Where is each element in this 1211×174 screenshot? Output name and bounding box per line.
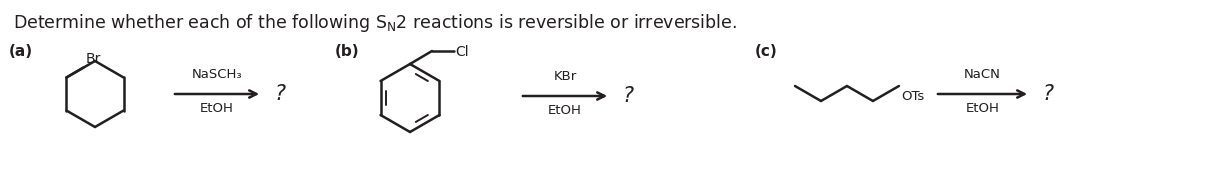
Text: (c): (c)	[754, 44, 777, 59]
Text: ?: ?	[274, 84, 285, 104]
Text: ?: ?	[622, 86, 633, 106]
Text: NaSCH₃: NaSCH₃	[191, 68, 242, 81]
Text: Br: Br	[86, 53, 101, 66]
Text: EtOH: EtOH	[200, 102, 234, 115]
Text: EtOH: EtOH	[549, 104, 582, 117]
Text: NaCN: NaCN	[964, 68, 1001, 81]
Text: Cl: Cl	[455, 45, 469, 59]
Text: OTs: OTs	[901, 90, 924, 103]
Text: KBr: KBr	[553, 70, 576, 83]
Text: Determine whether each of the following $\mathregular{S_N}$2 reactions is revers: Determine whether each of the following …	[13, 12, 737, 34]
Text: (b): (b)	[335, 44, 360, 59]
Text: EtOH: EtOH	[965, 102, 999, 115]
Text: (a): (a)	[8, 44, 33, 59]
Text: ?: ?	[1041, 84, 1054, 104]
